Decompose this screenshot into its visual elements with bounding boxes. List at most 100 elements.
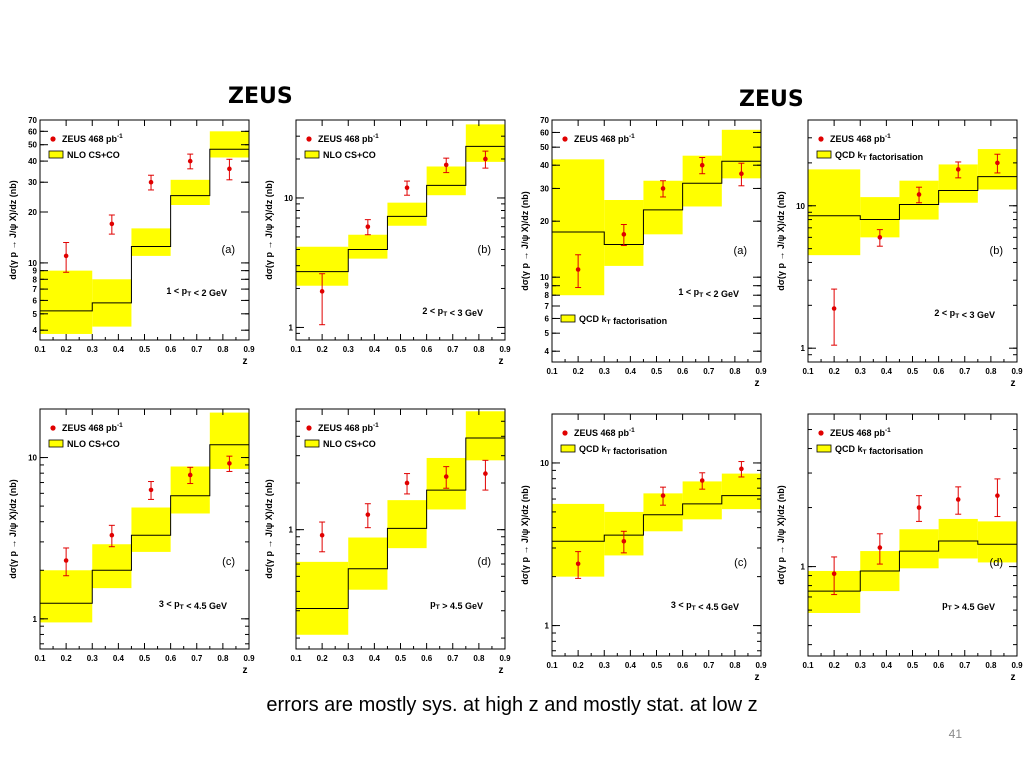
legend-band-label: NLO CS+CO xyxy=(67,150,120,160)
legend-band-label: NLO CS+CO xyxy=(323,439,376,449)
x-tick-label-3: 0.4 xyxy=(881,661,893,670)
y-tick-label-3: 7 xyxy=(33,285,38,294)
right-zeus-title: ZEUS xyxy=(739,87,804,112)
data-point-2 xyxy=(916,192,922,197)
chart-right-d: 0.1 0.2 0.3 0.4 0.5 0.6 0.7 0.8 0.9 z 1 dσ(γ p → J/… xyxy=(776,413,1023,683)
y-tick-label-1: 10 xyxy=(28,454,37,463)
y-tick-label-0: 4 xyxy=(33,326,38,335)
x-tick-label-0: 0.1 xyxy=(802,661,814,670)
x-tick-label-2: 0.3 xyxy=(343,345,355,354)
y-tick-label-5: 9 xyxy=(545,282,550,291)
legend-data-marker xyxy=(306,425,312,431)
y-tick-label-2: 6 xyxy=(545,314,550,323)
legend-band-label: QCD kT factorisation xyxy=(835,444,923,456)
x-tick-label-8: 0.9 xyxy=(1011,367,1023,376)
data-point-3 xyxy=(699,478,705,483)
pt-cut-label: pT > 4.5 GeV xyxy=(942,600,995,612)
legend-data-label: ZEUS 468 pb-1 xyxy=(62,133,123,144)
theory-central-line xyxy=(552,160,761,245)
data-point-0 xyxy=(575,561,581,567)
x-tick-label-0: 0.1 xyxy=(34,345,46,354)
legend-data-marker xyxy=(306,136,312,142)
x-tick-label-7: 0.8 xyxy=(217,654,229,663)
x-tick-label-0: 0.1 xyxy=(802,367,814,376)
panel-label: (c) xyxy=(734,557,747,569)
data-point-4 xyxy=(483,156,488,162)
y-tick-label-4: 8 xyxy=(33,275,38,284)
x-tick-label-2: 0.3 xyxy=(855,367,867,376)
legend-data-label: ZEUS 468 pb-1 xyxy=(574,133,635,144)
theory-central-line xyxy=(552,495,761,542)
x-tick-label-0: 0.1 xyxy=(546,661,558,670)
x-tick-label-7: 0.8 xyxy=(985,367,997,376)
data-point-3 xyxy=(187,158,193,164)
x-tick-label-8: 0.9 xyxy=(499,345,511,354)
y-tick-label-0: 1 xyxy=(545,622,550,631)
legend-data-marker xyxy=(818,136,824,142)
data-point-0 xyxy=(831,571,837,576)
y-tick-label-11: 60 xyxy=(28,127,37,136)
x-axis-title: z xyxy=(755,378,760,389)
legend-data-marker xyxy=(562,430,568,436)
data-point-2 xyxy=(404,185,410,191)
plot-area xyxy=(808,478,1017,613)
data-point-3 xyxy=(443,162,449,168)
data-point-1 xyxy=(621,538,627,544)
data-point-4 xyxy=(739,171,744,177)
chart-left-d: 0.1 0.2 0.3 0.4 0.5 0.6 0.7 0.8 0.9 z 1 dσ(γ p → J/… xyxy=(264,408,511,676)
data-point-0 xyxy=(63,253,69,259)
x-tick-label-4: 0.5 xyxy=(907,661,919,670)
x-tick-label-3: 0.4 xyxy=(625,367,637,376)
chart-right-c: 0.1 0.2 0.3 0.4 0.5 0.6 0.7 0.8 0.9 z 1 10 dσ(γ p → … xyxy=(520,413,767,683)
y-axis-title: dσ(γ p → J/ψ X)/dz (nb) xyxy=(776,191,786,290)
data-point-2 xyxy=(148,179,154,185)
x-tick-label-7: 0.8 xyxy=(217,345,229,354)
theory-band-2 xyxy=(387,500,427,549)
theory-band-2 xyxy=(131,507,171,552)
panel-label: (d) xyxy=(478,556,491,568)
plot-area xyxy=(296,411,505,635)
x-axis-title: z xyxy=(1011,378,1016,389)
legend-data-label: ZEUS 468 pb-1 xyxy=(830,133,891,144)
theory-band-4 xyxy=(465,411,505,461)
theory-band-3 xyxy=(938,518,978,559)
x-tick-label-2: 0.3 xyxy=(87,654,99,663)
data-point-2 xyxy=(660,186,666,191)
y-tick-label-4: 8 xyxy=(545,291,550,300)
x-tick-label-5: 0.6 xyxy=(421,654,433,663)
legend-band-swatch xyxy=(48,150,64,159)
x-tick-label-1: 0.2 xyxy=(829,367,841,376)
theory-central-line xyxy=(40,148,249,312)
y-tick-label-1: 10 xyxy=(284,194,293,203)
legend-band-label: QCD kT factorisation xyxy=(579,314,667,326)
y-tick-label-0: 1 xyxy=(33,615,38,624)
data-point-0 xyxy=(319,532,325,538)
data-point-2 xyxy=(916,505,922,510)
x-tick-label-6: 0.7 xyxy=(447,345,459,354)
data-point-3 xyxy=(443,474,449,479)
data-point-1 xyxy=(109,532,115,538)
data-point-4 xyxy=(995,493,1000,498)
data-point-2 xyxy=(148,487,154,493)
x-tick-label-1: 0.2 xyxy=(317,654,329,663)
legend-data-label: ZEUS 468 pb-1 xyxy=(318,422,379,433)
x-tick-label-5: 0.6 xyxy=(677,661,689,670)
x-tick-label-8: 0.9 xyxy=(1011,661,1023,670)
x-tick-label-7: 0.8 xyxy=(729,367,741,376)
legend-data-marker xyxy=(50,136,56,142)
x-tick-label-2: 0.3 xyxy=(599,661,611,670)
pt-cut-label: 1 < pT < 2 GeV xyxy=(166,286,227,298)
x-tick-label-8: 0.9 xyxy=(755,367,767,376)
x-tick-label-5: 0.6 xyxy=(165,654,177,663)
plot-area xyxy=(40,131,249,334)
theory-band-2 xyxy=(131,228,171,256)
pt-cut-label: 3 < pT < 4.5 GeV xyxy=(159,599,227,611)
y-tick-label-9: 40 xyxy=(28,157,37,166)
x-axis-title: z xyxy=(1011,672,1016,683)
theory-band-0 xyxy=(808,169,861,256)
y-tick-label-6: 10 xyxy=(540,273,549,282)
x-tick-label-3: 0.4 xyxy=(113,654,125,663)
x-tick-label-1: 0.2 xyxy=(61,345,73,354)
legend-data-marker xyxy=(50,425,56,431)
x-tick-label-6: 0.7 xyxy=(447,654,459,663)
